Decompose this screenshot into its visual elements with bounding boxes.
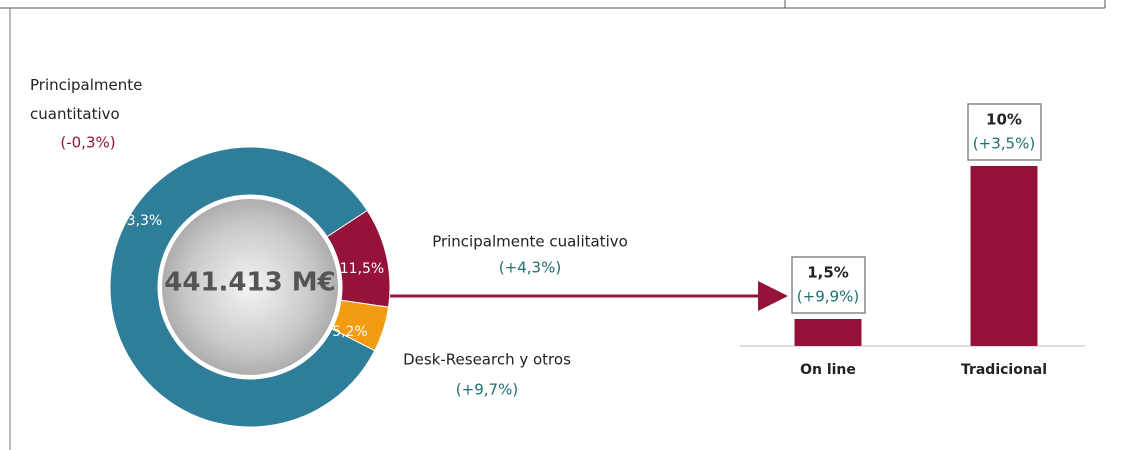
change-label: (+4,3%) (499, 259, 561, 277)
category-label: Principalmente cualitativo (432, 233, 628, 251)
label-box (967, 103, 1042, 161)
value-label: 83,3% (118, 213, 162, 229)
category-label: Principalmente cuantitativo (30, 76, 142, 123)
x-tick-label: On line (800, 362, 856, 378)
value-label: 1,5% (807, 264, 849, 282)
bar (970, 166, 1038, 346)
bar (794, 319, 862, 346)
x-tick-label: Tradicional (961, 362, 1047, 378)
change-label: (-0,3%) (60, 134, 115, 152)
donut-slice (331, 299, 390, 352)
value-label: 11,5% (340, 261, 384, 277)
donut-slice (109, 146, 376, 428)
value-label: 5,2% (332, 324, 368, 340)
donut-center (162, 199, 338, 375)
change-label: (+9,9%) (797, 288, 859, 306)
category-label: Desk-Research y otros (403, 351, 571, 369)
label-box (791, 256, 866, 314)
change-label: (+3,5%) (973, 135, 1035, 153)
center-label: 441.413 M€ (164, 268, 335, 298)
value-label: 10% (986, 111, 1022, 129)
change-label: (+9,7%) (456, 381, 518, 399)
